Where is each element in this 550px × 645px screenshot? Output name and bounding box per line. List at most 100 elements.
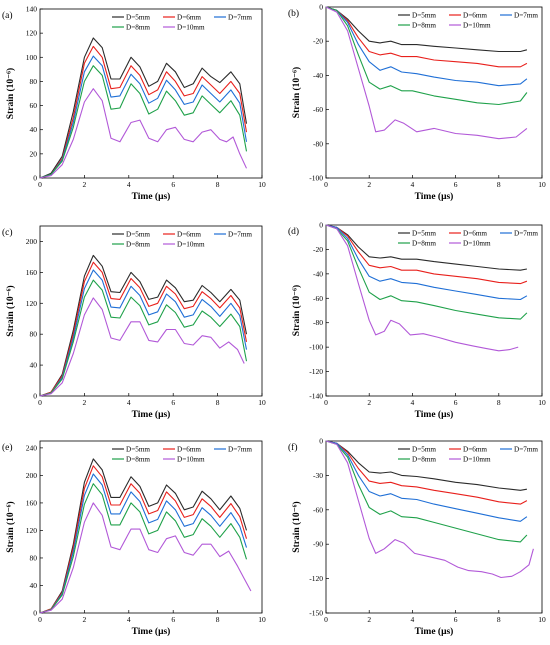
x-tick-label: 10	[258, 398, 266, 407]
legend-entry: D=10mm	[177, 241, 205, 249]
legend-entry: D=8mm	[412, 240, 436, 248]
x-tick-label: 4	[411, 180, 415, 189]
series-line-d6mm	[325, 6, 528, 68]
y-tick-label: 40	[30, 361, 38, 370]
plot-frame	[39, 225, 263, 397]
y-tick-label: -90	[313, 540, 323, 549]
x-tick-label: 6	[171, 615, 175, 624]
x-tick-label: 8	[497, 398, 501, 407]
x-tick-label: 6	[171, 398, 175, 407]
x-tick-label: 4	[127, 615, 131, 624]
legend: D=5mm D=6mm D=7mm D=8mm D=10mm	[112, 446, 252, 464]
x-tick-label: 8	[497, 180, 501, 189]
panel-label: (f)	[288, 442, 298, 453]
y-tick-label: 0	[33, 392, 37, 401]
y-tick-label: 140	[26, 5, 38, 14]
x-tick-label: 8	[497, 615, 501, 624]
y-axis-label: Strain (10⁻⁶)	[5, 68, 16, 119]
chart-panel-5: 0 2 4 6 8 10 0 40 80 120 160 200 240 Time (μs) Strain …	[2, 440, 266, 637]
legend-entry: D=7mm	[228, 14, 252, 22]
x-tick-label: 0	[324, 615, 328, 624]
series-line-d7mm	[39, 55, 248, 179]
legend: D=5mm D=6mm D=7mm D=8mm D=10mm	[398, 12, 538, 30]
legend-entry: D=8mm	[412, 22, 436, 30]
panel-label: (d)	[288, 226, 299, 237]
legend-entry: D=10mm	[463, 456, 491, 464]
x-tick-label: 0	[38, 615, 42, 624]
x-axis-label: Time (μs)	[415, 191, 454, 202]
y-axis-label: Strain (10⁻⁶)	[5, 285, 16, 336]
y-tick-label: -60	[313, 505, 323, 514]
legend-entry: D=5mm	[412, 446, 436, 454]
series-line-d10mm	[39, 88, 247, 179]
x-tick-label: 0	[324, 180, 328, 189]
legend-entry: D=6mm	[177, 446, 201, 454]
x-tick-label: 4	[411, 615, 415, 624]
x-axis-label: Time (μs)	[415, 409, 454, 420]
y-tick-label: -150	[309, 609, 323, 618]
x-tick-label: 8	[216, 398, 220, 407]
legend-entry: D=8mm	[126, 456, 150, 464]
y-tick-label: -140	[309, 392, 323, 401]
y-tick-label: -120	[309, 574, 323, 583]
x-tick-label: 2	[83, 180, 87, 189]
y-tick-label: 20	[30, 149, 38, 158]
x-tick-label: 10	[258, 615, 266, 624]
y-tick-label: 80	[30, 77, 38, 86]
legend-entry: D=5mm	[126, 231, 150, 239]
y-tick-label: 0	[319, 221, 323, 230]
x-tick-label: 6	[454, 615, 458, 624]
y-tick-label: -40	[313, 71, 323, 80]
y-tick-label: -40	[313, 269, 323, 278]
x-tick-label: 2	[83, 615, 87, 624]
x-tick-label: 4	[411, 398, 415, 407]
series-line-d6mm	[39, 261, 248, 397]
x-axis-label: Time (μs)	[132, 626, 171, 637]
legend-entry: D=10mm	[177, 456, 205, 464]
y-tick-label: 0	[319, 3, 323, 12]
x-tick-label: 8	[216, 180, 220, 189]
y-tick-label: 40	[30, 581, 38, 590]
y-tick-label: -30	[313, 471, 323, 480]
x-axis-label: Time (μs)	[415, 626, 454, 637]
series-line-d7mm	[325, 440, 528, 522]
y-tick-label: 60	[30, 101, 38, 110]
y-axis-label: Strain (10⁻⁶)	[291, 501, 302, 552]
series-line-d6mm	[39, 465, 248, 614]
y-tick-label: -100	[309, 343, 323, 352]
y-axis-label: Strain (10⁻⁶)	[291, 67, 302, 118]
legend-entry: D=7mm	[228, 446, 252, 454]
series-line-d5mm	[325, 6, 528, 53]
y-tick-label: -60	[313, 294, 323, 303]
x-tick-label: 2	[367, 180, 371, 189]
plot-frame	[39, 8, 263, 179]
series-line-d8mm	[325, 6, 528, 106]
y-axis-label: Strain (10⁻⁶)	[5, 501, 16, 552]
x-tick-label: 4	[127, 180, 131, 189]
series-line-d7mm	[325, 224, 528, 301]
x-tick-label: 2	[83, 398, 87, 407]
y-tick-label: -120	[309, 367, 323, 376]
series-line-d10mm	[39, 502, 252, 614]
legend: D=5mm D=6mm D=7mm D=8mm D=10mm	[112, 14, 252, 32]
legend-entry: D=8mm	[412, 456, 436, 464]
x-tick-label: 10	[538, 398, 546, 407]
x-axis-label: Time (μs)	[132, 191, 171, 202]
x-tick-label: 0	[38, 180, 42, 189]
chart-panel-2: 0 2 4 6 8 10 0 -20 -40 -60 -80 -100 Time (μs) Strain …	[288, 3, 546, 203]
x-tick-label: 8	[216, 615, 220, 624]
y-tick-label: -100	[309, 174, 323, 183]
legend-entry: D=10mm	[463, 22, 491, 30]
plot-frame	[325, 440, 543, 614]
legend-entry: D=7mm	[514, 446, 538, 454]
series-line-d10mm	[325, 224, 519, 352]
panel-label: (e)	[2, 442, 13, 453]
x-tick-label: 4	[127, 398, 131, 407]
legend-entry: D=7mm	[514, 230, 538, 238]
y-tick-label: 120	[26, 526, 38, 535]
chart-panel-4: 0 2 4 6 8 10 0 -20 -40 -60 -80 -100 -120 -140 Time (μs…	[288, 221, 546, 421]
y-tick-label: 200	[26, 471, 38, 480]
x-tick-label: 10	[538, 615, 546, 624]
plot-frame	[39, 440, 263, 614]
y-tick-label: 40	[30, 125, 38, 134]
